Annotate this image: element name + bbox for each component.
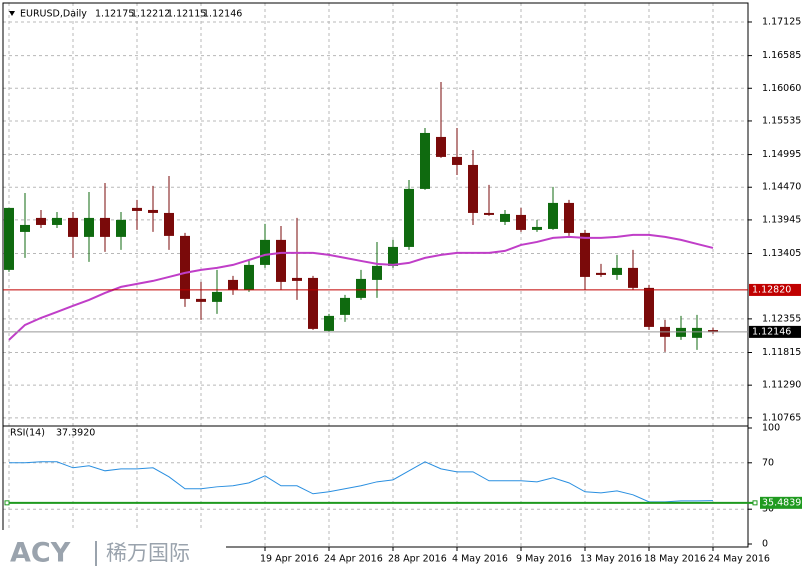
rsi-level-handle <box>4 500 10 506</box>
y-tick-label: 1.16060 <box>762 83 801 94</box>
candle-body <box>324 315 334 331</box>
candle-body <box>308 277 318 329</box>
candle-body <box>500 213 510 222</box>
watermark-bg <box>0 530 226 576</box>
candle-body <box>452 156 462 165</box>
y-tick-label: 1.13405 <box>762 248 801 259</box>
candle-body <box>532 226 542 230</box>
rsi-title: RSI(14) <box>10 428 45 439</box>
ohlc-close: 1.12146 <box>203 9 242 20</box>
y-tick-label: 1.15535 <box>762 115 801 126</box>
y-tick-label: 1.10765 <box>762 412 801 423</box>
candle-body <box>372 265 382 280</box>
candle-body <box>484 212 494 215</box>
candle-body <box>116 219 126 237</box>
marks <box>3 81 758 506</box>
current-price-box <box>749 325 801 338</box>
candle-body <box>52 217 62 225</box>
candle-body <box>20 224 30 232</box>
x-tick-label: 28 Apr 2016 <box>388 554 447 565</box>
y-tick-label: 1.16585 <box>762 50 801 61</box>
candle-body <box>148 209 158 213</box>
watermark-name: 稀万国际 <box>106 541 190 565</box>
candle-body <box>356 278 366 298</box>
candle-body <box>84 217 94 237</box>
candle-body <box>548 202 558 229</box>
y-tick-label: 30 <box>762 504 774 515</box>
y-tick-label: 1.11815 <box>762 347 801 358</box>
rsi-level-handle <box>752 500 758 506</box>
grid <box>3 3 748 547</box>
rsi-value: 37.3920 <box>56 428 95 439</box>
watermark: ACY 稀万国际 <box>0 530 226 576</box>
symbol-title: EURUSD,Daily <box>20 9 87 20</box>
y-tick-label: 0 <box>762 539 768 550</box>
menu-arrow <box>9 11 15 16</box>
candle-body <box>212 291 222 302</box>
x-tick-label: 4 May 2016 <box>452 554 508 565</box>
candle-body <box>516 214 526 230</box>
y-tick-label: 1.13945 <box>762 214 801 225</box>
candle-body <box>196 298 206 302</box>
candle-body <box>276 239 286 282</box>
moving-average <box>8 233 714 341</box>
candle-body <box>100 217 110 237</box>
candle-body <box>132 207 142 211</box>
candle-body <box>404 188 414 247</box>
price-line-label: 1.12820 <box>752 284 791 295</box>
y-tick-label: 100 <box>762 423 780 434</box>
candle-body <box>292 277 302 281</box>
candle-body <box>468 164 478 213</box>
candle-body <box>644 287 654 327</box>
candle-body <box>164 212 174 236</box>
y-tick-label: 1.12355 <box>762 313 801 324</box>
y-tick-label: 1.11290 <box>762 380 801 391</box>
candle-body <box>692 327 702 338</box>
x-tick-label: 24 May 2016 <box>708 554 770 565</box>
labels: 1.17125 1.16585 1.16060 1.15535 1.14995 1.144… <box>260 16 802 565</box>
candle-body <box>4 207 14 270</box>
x-tick-label: 18 May 2016 <box>644 554 706 565</box>
plot-frame <box>2 2 749 548</box>
candle-body <box>340 297 350 315</box>
y-tick-label: 70 <box>762 457 774 468</box>
watermark-brand: ACY <box>10 538 71 569</box>
current-price-label: 1.12146 <box>752 326 791 337</box>
candle-body <box>388 246 398 266</box>
rsi-level-box <box>760 496 802 509</box>
rsi-level-label: 35.4839 <box>762 497 801 508</box>
candle-body <box>68 217 78 237</box>
candle-body <box>612 267 622 275</box>
ohlc-high: 1.12212 <box>131 9 170 20</box>
candle-body <box>580 232 590 277</box>
candle-body <box>596 272 606 275</box>
candle-body <box>260 239 270 265</box>
x-tick-label: 13 May 2016 <box>580 554 642 565</box>
x-tick-label: 24 Apr 2016 <box>324 554 383 565</box>
candle-body <box>36 217 46 225</box>
candle-body <box>420 132 430 189</box>
candle-body <box>228 279 238 290</box>
price-line-label-box <box>749 283 801 296</box>
y-tick-label: 1.14995 <box>762 149 801 160</box>
x-tick-label: 19 Apr 2016 <box>260 554 319 565</box>
x-tick-label: 9 May 2016 <box>516 554 572 565</box>
candle-body <box>628 267 638 288</box>
candle-body <box>564 202 574 233</box>
candle-body <box>244 264 254 290</box>
rsi-line <box>9 461 714 503</box>
y-tick-label: 1.17125 <box>762 16 801 27</box>
y-tick-label: 1.14470 <box>762 182 801 193</box>
candle-body <box>180 235 190 299</box>
candle-body <box>436 136 446 157</box>
ohlc-open: 1.12175 <box>95 9 134 20</box>
ohlc-low: 1.12115 <box>167 9 206 20</box>
candle-body <box>708 330 718 332</box>
